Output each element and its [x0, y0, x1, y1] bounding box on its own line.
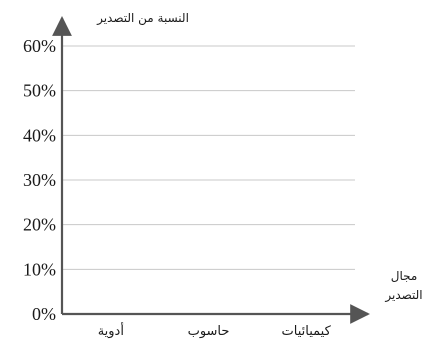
y-tick-label: 50%: [23, 81, 56, 101]
x-category-label: كيميائيات: [282, 324, 332, 339]
y-tick-label: 60%: [23, 36, 56, 56]
y-tick-label: 10%: [23, 259, 56, 279]
x-axis-title-line-1: مجال: [391, 269, 418, 283]
x-axis-title-line-2: التصدير: [384, 288, 422, 303]
y-tick-label: 30%: [23, 170, 56, 190]
y-axis-tick-labels: 0% 10% 20% 30% 40% 50% 60%: [23, 36, 56, 324]
y-tick-label: 0%: [32, 304, 56, 324]
x-category-label: أدوية: [98, 322, 124, 339]
gridlines: [62, 45, 355, 270]
y-axis-title: النسبة من التصدير: [96, 11, 189, 26]
x-axis-category-labels: أدوية حاسوب كيميائيات: [98, 322, 332, 339]
x-category-label: حاسوب: [188, 324, 230, 339]
y-tick-label: 20%: [23, 215, 56, 235]
y-tick-label: 40%: [23, 125, 56, 145]
